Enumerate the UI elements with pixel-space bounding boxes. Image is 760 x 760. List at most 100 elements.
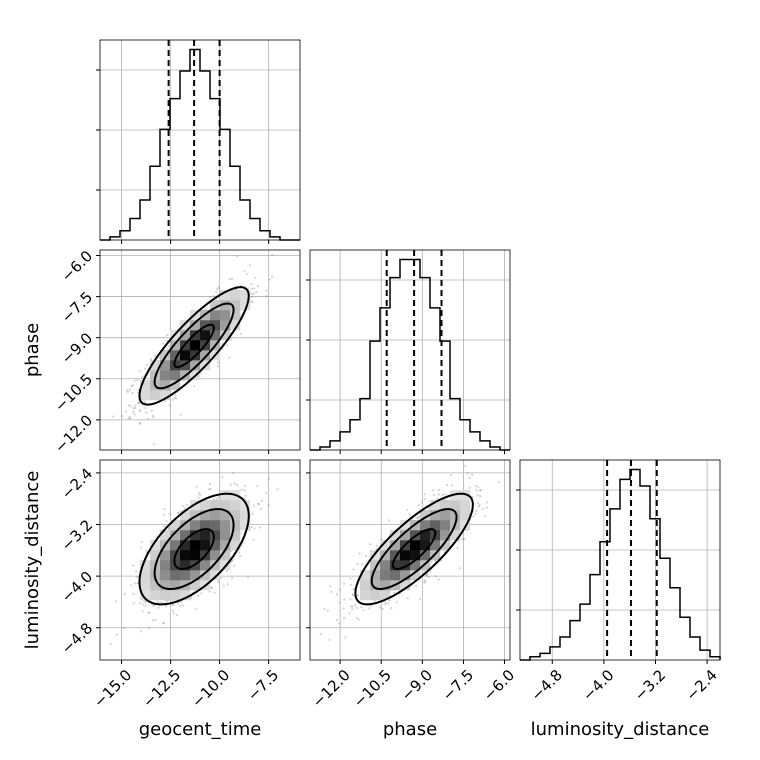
density-cell xyxy=(430,500,441,511)
sample-point xyxy=(358,552,361,555)
sample-point xyxy=(145,411,148,414)
sample-point xyxy=(434,559,437,563)
sample-point xyxy=(424,580,427,583)
sample-point xyxy=(150,409,153,412)
sample-point xyxy=(477,505,481,508)
sample-point xyxy=(330,590,333,593)
sample-point xyxy=(123,626,126,630)
sample-point xyxy=(230,277,234,281)
sample-point xyxy=(240,488,243,491)
sample-point xyxy=(153,604,156,607)
density-cell xyxy=(380,540,391,551)
sample-point xyxy=(466,471,469,475)
sample-point xyxy=(141,375,144,378)
x-tick-label: −6.0 xyxy=(480,666,518,704)
density-cell xyxy=(240,300,251,311)
sample-point xyxy=(239,332,243,336)
sample-point xyxy=(443,550,446,553)
sample-point xyxy=(451,541,454,544)
sample-point xyxy=(406,597,409,600)
density-cell xyxy=(190,540,201,551)
sample-point xyxy=(368,607,371,610)
sample-point xyxy=(252,538,255,541)
sample-point xyxy=(352,568,355,571)
y-tick-label: −9.0 xyxy=(58,329,96,367)
sample-point xyxy=(276,488,279,491)
density-cell xyxy=(220,500,231,511)
density-cell xyxy=(180,590,191,601)
sample-point xyxy=(267,478,270,481)
density-cell xyxy=(160,570,171,581)
density-cell xyxy=(230,520,241,531)
sample-point xyxy=(485,506,488,509)
density-cell xyxy=(430,540,441,551)
x-tick-label: −3.2 xyxy=(631,666,669,704)
density-cell xyxy=(200,570,211,581)
density-cell xyxy=(240,290,251,301)
density-cell xyxy=(230,510,241,521)
panel-contents xyxy=(310,460,510,660)
sample-point xyxy=(459,567,462,570)
x-axis-label: luminosity_distance xyxy=(531,719,710,740)
density-cell xyxy=(220,490,231,501)
sample-point xyxy=(418,597,421,600)
sample-point xyxy=(360,605,363,609)
density-cell xyxy=(400,570,411,581)
sample-point xyxy=(475,509,478,512)
density-cell xyxy=(360,580,371,591)
sample-point xyxy=(203,308,207,311)
sample-point xyxy=(369,543,372,546)
sample-point xyxy=(338,601,342,604)
density-cell xyxy=(440,500,451,511)
density-cell xyxy=(190,520,201,531)
density-cell xyxy=(180,530,191,541)
density-cell xyxy=(210,540,221,551)
sample-point xyxy=(179,600,183,604)
sample-point xyxy=(109,643,112,646)
sample-point xyxy=(132,564,135,567)
sample-point xyxy=(349,598,352,601)
density-cell xyxy=(180,550,191,561)
density-cell xyxy=(240,500,251,511)
sample-point xyxy=(250,287,254,290)
sample-point xyxy=(138,410,141,413)
sample-point xyxy=(139,602,142,605)
sample-point xyxy=(265,491,268,495)
sample-point xyxy=(328,638,331,641)
sample-point xyxy=(244,484,247,487)
density-cell xyxy=(140,390,151,401)
density-cell xyxy=(230,540,241,551)
sample-point xyxy=(342,582,346,585)
density-cell xyxy=(180,560,191,571)
sample-point xyxy=(132,410,135,413)
sample-point xyxy=(137,388,140,392)
sample-point xyxy=(468,476,471,479)
sample-point xyxy=(463,464,467,467)
sample-point xyxy=(351,605,354,608)
x-tick-label: −4.8 xyxy=(528,666,566,704)
sample-point xyxy=(258,526,262,529)
y-tick-label: −10.5 xyxy=(51,370,96,415)
density-cell xyxy=(170,340,181,351)
sample-point xyxy=(335,618,338,622)
sample-point xyxy=(437,493,440,496)
density-cell xyxy=(220,550,231,561)
sample-point xyxy=(130,584,133,587)
sample-point xyxy=(355,616,358,620)
sample-point xyxy=(158,356,161,360)
sample-point xyxy=(220,576,223,580)
histogram-luminosity_distance xyxy=(520,468,721,661)
density-cell xyxy=(440,520,451,531)
sample-point xyxy=(461,538,464,541)
sample-point xyxy=(171,604,175,607)
density-cell xyxy=(150,580,161,591)
density-cell xyxy=(180,320,191,331)
sample-point xyxy=(329,585,332,588)
sample-point xyxy=(319,633,322,636)
sample-point xyxy=(133,379,136,382)
sample-point xyxy=(156,600,159,603)
x-tick-label: −10.5 xyxy=(350,666,395,711)
sample-point xyxy=(226,344,229,347)
sample-point xyxy=(171,398,174,401)
sample-point xyxy=(423,498,426,501)
